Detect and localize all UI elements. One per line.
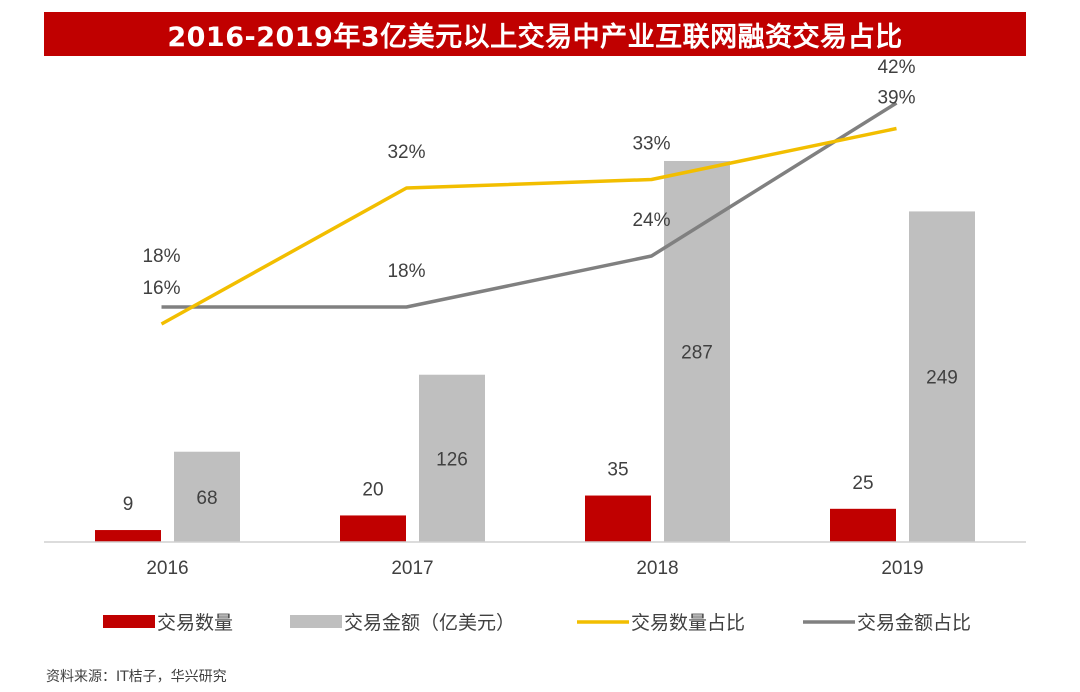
label-count-2016: 9: [123, 494, 134, 515]
bar-amount-2018: [664, 160, 730, 542]
label-count-2019: 25: [852, 473, 873, 494]
label-amount-ratio-2018: 24%: [632, 210, 670, 231]
label-count-ratio-2016: 16%: [142, 278, 180, 299]
bar-count-2017: [340, 515, 406, 542]
label-count-ratio-2018: 33%: [632, 134, 670, 155]
label-amount-2018: 287: [681, 342, 713, 363]
x-tick-2018: 2018: [636, 558, 678, 579]
bar-amount-2019: [909, 211, 975, 542]
source-note: 资料来源：IT桔子，华兴研究: [46, 669, 227, 685]
line-amount-ratio: [161, 101, 898, 309]
label-amount-2016: 68: [196, 488, 217, 509]
legend-amount-ratio-label: 交易金额占比: [857, 612, 971, 634]
label-amount-2019: 249: [926, 368, 958, 389]
legend-amount-label: 交易金额（亿美元）: [344, 612, 515, 634]
x-tick-2016: 2016: [146, 558, 188, 579]
line-count-ratio: [160, 126, 897, 326]
legend-count-label: 交易数量: [157, 612, 233, 634]
label-amount-2017: 126: [436, 449, 468, 470]
label-amount-ratio-2019: 42%: [877, 57, 915, 78]
legend-count-ratio-label: 交易数量占比: [631, 612, 745, 634]
label-count-2018: 35: [607, 460, 628, 481]
bar-count-2016: [95, 530, 161, 542]
bar-amount-2016: [174, 451, 240, 542]
chart-title: 2016-2019年3亿美元以上交易中产业互联网融资交易占比: [44, 12, 1026, 56]
label-count-ratio-2017: 32%: [387, 142, 425, 163]
legend-amount-swatch: [290, 615, 342, 628]
bar-count-2019: [830, 508, 896, 542]
x-tick-2019: 2019: [881, 558, 923, 579]
bar-amount-2017: [419, 374, 485, 542]
bar-count-2018: [585, 495, 651, 542]
label-amount-ratio-2017: 18%: [387, 261, 425, 282]
label-count-ratio-2019: 39%: [877, 88, 915, 109]
label-count-2017: 20: [362, 479, 383, 500]
legend-count-swatch: [103, 615, 155, 628]
x-tick-2017: 2017: [391, 558, 433, 579]
label-amount-ratio-2016: 18%: [142, 246, 180, 267]
